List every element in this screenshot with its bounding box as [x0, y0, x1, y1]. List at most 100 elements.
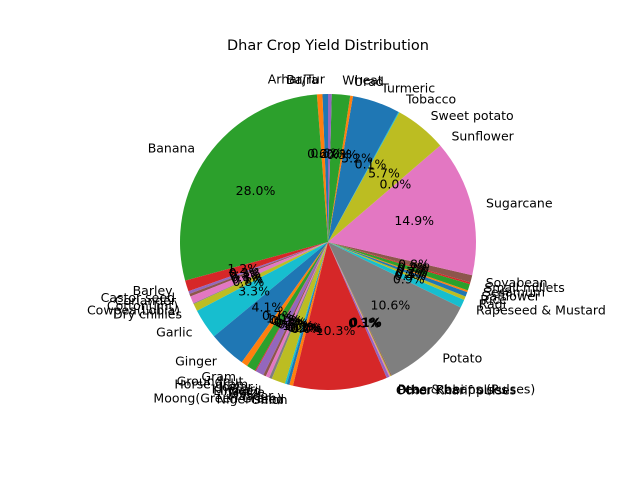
category-label-onion-21: Onion [251, 392, 288, 407]
pct-label-maize-17: 0.3% [278, 316, 310, 331]
pie-slice-ragi-30 [328, 242, 466, 300]
pct-label-niger-seed-20: 0.3% [288, 320, 320, 335]
category-label-cotton-lint-6: Cotton(lint) [107, 298, 178, 313]
pct-label-arhar-tur-0: 0.6% [310, 146, 342, 161]
category-label-potato-28: Potato [442, 350, 482, 365]
pie-slice-safflower-32 [328, 242, 468, 293]
pie-slice-small-millets-34 [328, 242, 471, 285]
pct-label-other-kharif-pulses-25: 0.1% [349, 315, 381, 330]
pct-label-sweet-potato-38: 5.7% [368, 166, 400, 181]
category-label-turmeric-40: Turmeric [380, 81, 435, 96]
category-label-arhar-tur-0: Arhar/Tur [268, 72, 326, 87]
pct-label-bajra-1: 0.6% [307, 146, 339, 161]
pie-slice-dry-chillies-8 [193, 242, 328, 311]
pct-label-urad-41: 0.3% [326, 147, 358, 162]
pct-label-onion-21: 0.4% [290, 321, 322, 336]
pct-label-linseed-16: 0.4% [276, 316, 308, 331]
pct-label-peas-beans-pulses-27: 0.1% [350, 315, 382, 330]
pct-label-cowpea-lobia-7: 0.1% [231, 272, 263, 287]
chart-title: Dhar Crop Yield Distribution [227, 38, 429, 54]
category-label-wheat-42: Wheat [342, 72, 383, 87]
pie-slice-coriander-5 [189, 242, 328, 297]
pie-slice-ginger-10 [213, 242, 328, 363]
category-label-tobacco-39: Tobacco [405, 92, 456, 107]
category-label-ginger-10: Ginger [175, 354, 218, 369]
pie-slice-jowar-14 [255, 242, 328, 376]
pct-label-sugarcane-36: 14.9% [394, 213, 434, 228]
pie-slice-wheat-42 [328, 94, 351, 242]
pct-label-unnamed-24: 0.3% [348, 316, 380, 331]
pct-label-sesamum-33: 0.7% [397, 262, 429, 277]
pie-slice-cowpea-lobia-7 [193, 242, 328, 305]
category-label-sweet-potato-38: Sweet potato [431, 108, 514, 123]
pie-slice-garlic-9 [196, 242, 328, 337]
pct-label-rapeseed-mustard-29: 0.9% [393, 272, 425, 287]
pct-label-dry-chillies-8: 0.8% [232, 274, 264, 289]
pie-slice-tobacco-39 [328, 111, 400, 242]
pct-label-rice-31: 0.5% [395, 266, 427, 281]
category-label-other-rabi-pulses-26: Other Rabi pulses [397, 382, 508, 397]
pie-slice-potato-28 [328, 242, 461, 376]
pct-label-masoor-18: 1.5% [282, 318, 314, 333]
category-label-cowpea-lobia-7: Cowpea(Lobia) [87, 302, 180, 317]
pie-slice-arhar-tur-0 [322, 94, 328, 242]
category-label-soyabean-35: Soyabean [486, 275, 548, 290]
pie-slice-banana-2 [179, 94, 328, 281]
category-label-small-millets-34: Small millets [484, 280, 564, 295]
pct-label-gram-11: 0.7% [262, 308, 294, 323]
category-label-linseed-16: Linseed [213, 383, 261, 398]
category-label-garlic-9: Garlic [156, 325, 192, 340]
category-label-bajra-1: Bajra [286, 72, 319, 87]
pie-slice-gram-11 [241, 242, 328, 366]
pie-slice-unnamed-23 [293, 242, 387, 390]
pct-label-castor-seed-4: 0.3% [229, 265, 261, 280]
pct-label-unnamed-23: 10.3% [316, 323, 356, 338]
pct-label-banana-2: 28.0% [236, 183, 276, 198]
pie-slice-niger-seed-20 [286, 242, 328, 385]
pct-label-unnamed-22: 0.0% [291, 321, 323, 336]
category-label-urad-41: Urad [354, 74, 384, 89]
category-label-gram-11: Gram [201, 369, 236, 384]
pie-slice-sugarcane-36 [328, 145, 476, 276]
pie-slice-maize-17 [269, 242, 328, 379]
pie-slice-sesamum-33 [328, 242, 470, 291]
pct-label-khesari-15: 0.3% [274, 315, 306, 330]
category-label-khesari-15: Khesari [212, 382, 259, 397]
pie-slice-sweet-potato-38 [328, 112, 441, 242]
category-label-peas-beans-pulses-27: Peas & beans (Pulses) [398, 382, 536, 397]
pct-label-small-millets-34: 0.2% [397, 259, 429, 274]
pie-slice-castor-seed-4 [188, 242, 328, 294]
pie-slice-linseed-16 [265, 242, 328, 378]
pie-percent-labels: 0.6%0.6%28.0%1.2%0.3%0.3%0.8%0.1%0.8%3.3… [227, 146, 434, 338]
pie-slice-urad-41 [328, 95, 353, 243]
pct-label-soyabean-35: 0.8% [398, 257, 430, 272]
pie-slice-groundnut-12 [247, 242, 328, 371]
pie-slice-masoor-18 [271, 242, 328, 384]
pct-label-groundnut-12: 1.0% [266, 310, 298, 325]
category-label-niger-seed-20: Niger seed [217, 391, 284, 406]
pct-label-potato-28: 10.6% [371, 298, 411, 313]
category-label-groundnut-12: Groundnut [177, 374, 244, 389]
pct-label-moong-green-gram-19: 0.2% [287, 320, 319, 335]
pct-label-barley-3: 1.2% [227, 261, 259, 276]
pct-label-safflower-32: 0.2% [396, 264, 428, 279]
category-label-horse-gram-13: Horse-gram [174, 376, 248, 391]
pct-label-turmeric-40: 5.2% [341, 151, 373, 166]
pct-label-ragi-30: 0.4% [394, 268, 426, 283]
pie-slice-onion-21 [289, 242, 328, 386]
pie-slice-rice-31 [328, 242, 468, 297]
category-label-coriander-5: Coriander [115, 293, 177, 308]
category-label-moong-green-gram-19: Moong(Green Gram) [153, 391, 281, 406]
pct-label-sunflower-37: 0.0% [379, 177, 411, 192]
pct-label-horse-gram-13: 0.1% [269, 312, 301, 327]
pct-label-ginger-10: 4.1% [252, 299, 284, 314]
pct-label-cotton-lint-6: 0.8% [230, 269, 262, 284]
pie-slices [179, 94, 476, 390]
pie-slice-horse-gram-13 [255, 242, 328, 372]
pie-slice-other-kharif-pulses-25 [328, 242, 391, 377]
pie-slice-other-rabi-pulses-26 [328, 242, 392, 377]
category-label-jowar-14: Jowar [217, 379, 253, 394]
category-label-rapeseed-mustard-29: Rapeseed & Mustard [476, 302, 606, 317]
